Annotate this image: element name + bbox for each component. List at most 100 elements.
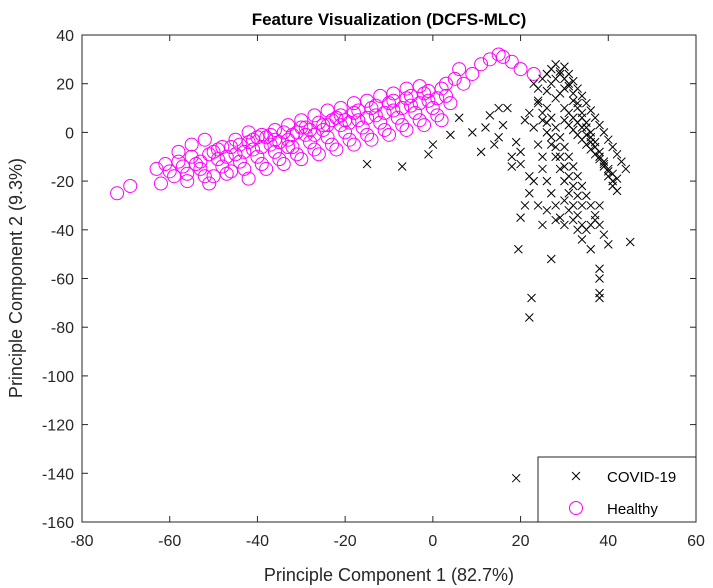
covid-point [503,103,512,113]
covid-point [595,274,604,283]
covid-point [582,130,591,140]
covid-point [520,201,530,210]
healthy-point [272,135,287,150]
y-axis-label: Principle Component 2 (9.3%) [6,158,26,398]
healthy-point [386,93,401,108]
covid-point [446,130,455,140]
covid-point [538,152,547,162]
covid-point [577,91,587,101]
covid-point [533,84,543,93]
healthy-point [171,154,186,169]
covid-point [494,132,503,142]
covid-point [573,103,582,113]
healthy-point [232,137,247,152]
covid-point [514,244,523,254]
healthy-point [351,103,366,118]
healthy-point [281,140,296,155]
covid-point [551,152,561,162]
covid-point [564,188,574,198]
covid-point [507,162,517,171]
covid-point [560,62,569,72]
covid-point [582,98,591,108]
covid-point [590,215,600,225]
healthy-point [526,66,541,81]
healthy-point [338,125,353,140]
covid-point [564,81,574,91]
healthy-point [202,176,217,191]
healthy-point [346,105,361,120]
covid-point [582,191,591,201]
covid-point [603,240,613,249]
covid-point [555,132,565,142]
covid-point [511,473,521,483]
healthy-point [386,86,401,101]
covid-point [546,132,556,142]
covid-point [542,205,552,215]
healthy-point [333,108,348,123]
covid-point [542,86,552,96]
healthy-point [294,113,309,128]
y-tick-label: 20 [56,77,74,94]
healthy-point [197,132,212,147]
healthy-point [215,159,230,174]
healthy-point [193,154,208,169]
covid-point [577,181,587,191]
healthy-point [434,81,449,96]
healthy-point [430,108,445,123]
healthy-point [447,71,462,86]
covid-point [555,152,565,162]
covid-point [560,162,569,171]
covid-point [520,115,530,125]
healthy-point [360,93,375,108]
covid-point [603,171,613,181]
healthy-point [373,88,388,103]
legend-healthy-marker [569,501,583,515]
plot-area-frame [81,34,697,523]
y-tick-label: -60 [51,272,74,289]
healthy-point [153,176,168,191]
healthy-point [452,62,467,77]
healthy-point [224,164,239,179]
healthy-point [215,140,230,155]
covid-point [568,96,578,106]
healthy-point [513,62,528,77]
y-tick-label: -160 [42,515,74,532]
covid-point [560,142,569,152]
covid-point [533,201,543,210]
legend-healthy-label: Healthy [607,501,658,518]
healthy-point [465,66,480,81]
covid-point [617,157,626,166]
covid-point [428,140,438,149]
healthy-point [364,101,379,116]
healthy-point [329,110,344,125]
y-tick-label: -100 [42,369,74,386]
healthy-point [303,135,318,150]
x-tick-label: -40 [246,533,269,550]
healthy-point [184,137,199,152]
covid-point [573,191,582,201]
covid-point [533,98,543,108]
y-tick-label: -80 [51,320,74,337]
healthy-point [158,157,173,172]
covid-point [599,128,609,137]
healthy-point [417,118,432,133]
healthy-point [399,81,414,96]
covid-point [586,244,596,254]
covid-point [560,220,569,230]
healthy-point [456,76,471,91]
covid-point [577,123,587,132]
healthy-point [504,54,519,69]
healthy-point [403,98,418,113]
healthy-point [368,98,383,113]
covid-point [533,140,543,149]
healthy-point [408,105,423,120]
healthy-point [259,130,274,145]
healthy-point [417,86,432,101]
covid-point [573,210,582,220]
healthy-point [439,88,454,103]
x-tick-label: 60 [687,533,705,550]
covid-point [555,164,565,174]
covid-point [599,162,609,171]
covid-point [516,147,525,157]
healthy-point [311,147,326,162]
